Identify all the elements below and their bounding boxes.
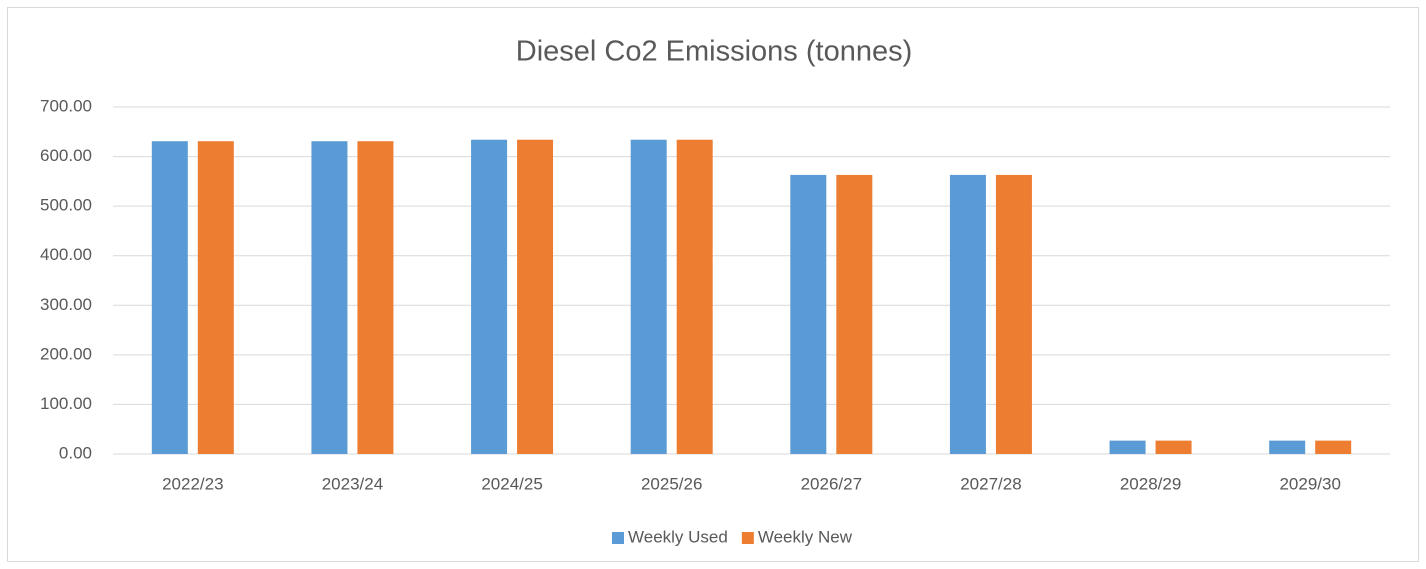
x-tick-label: 2028/29 [1120, 474, 1181, 493]
bar [676, 139, 713, 454]
bar [1109, 440, 1146, 454]
chart-border [7, 7, 1419, 562]
bar [1155, 440, 1192, 454]
x-tick-label: 2023/24 [322, 474, 383, 493]
y-tick-label: 700.00 [40, 96, 92, 115]
y-tick-label: 400.00 [40, 245, 92, 264]
bar [836, 174, 873, 455]
legend-label: Weekly Used [628, 527, 728, 546]
x-tick-label: 2026/27 [801, 474, 862, 493]
legend-swatch [741, 532, 754, 544]
bar [311, 141, 348, 454]
chart-title: Diesel Co2 Emissions (tonnes) [516, 36, 912, 68]
bar [517, 139, 554, 454]
y-tick-label: 600.00 [40, 146, 92, 165]
x-tick-label: 2022/23 [162, 474, 223, 493]
bar [949, 174, 986, 455]
bar [151, 141, 188, 454]
bar [1269, 440, 1306, 454]
bar [995, 174, 1032, 455]
bar [357, 141, 394, 454]
x-tick-label: 2025/26 [641, 474, 702, 493]
y-tick-label: 100.00 [40, 394, 92, 413]
x-tick-label: 2029/30 [1279, 474, 1340, 493]
x-tick-label: 2024/25 [481, 474, 542, 493]
x-tick-label: 2027/28 [960, 474, 1021, 493]
bar [790, 174, 827, 455]
y-tick-label: 0.00 [59, 443, 92, 462]
bar [1315, 440, 1352, 454]
y-tick-label: 500.00 [40, 196, 92, 215]
legend-swatch [612, 532, 624, 544]
legend-label: Weekly New [758, 527, 853, 546]
bar [471, 139, 508, 454]
y-tick-label: 300.00 [40, 295, 92, 314]
y-tick-label: 200.00 [40, 344, 92, 363]
bar [630, 139, 667, 454]
bar [197, 141, 234, 454]
